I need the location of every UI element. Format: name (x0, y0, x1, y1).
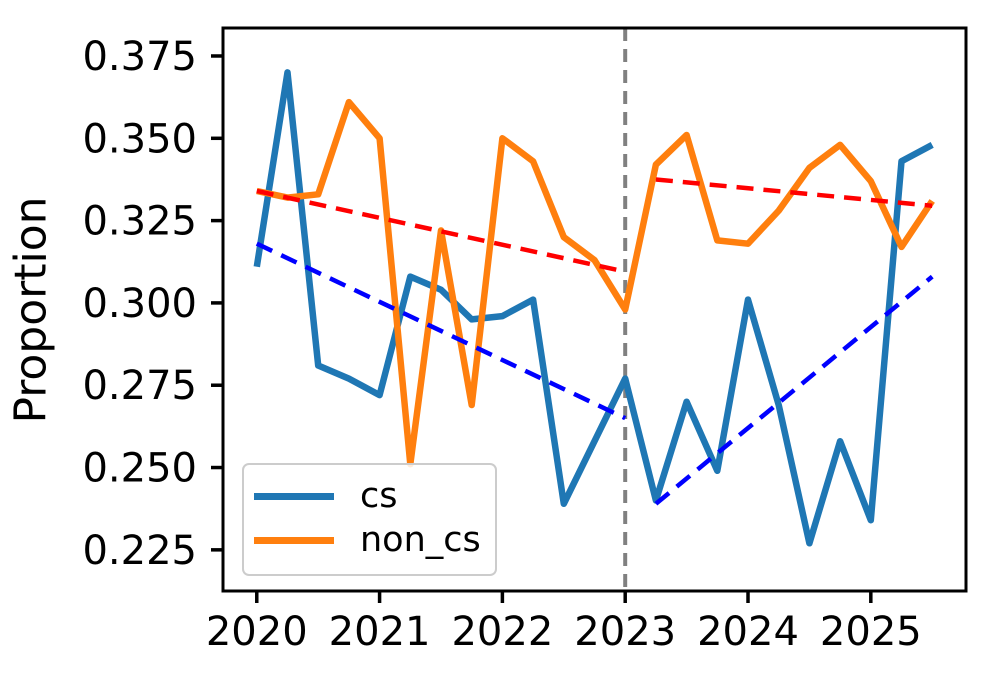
legend-item-cs: cs (254, 474, 495, 518)
x-tick-label: 2023 (574, 609, 676, 655)
y-tick-label: 0.225 (82, 528, 197, 574)
non_cs-trend-pre-2023 (256, 188, 626, 274)
plot-frame (221, 26, 968, 593)
y-tick-label: 0.325 (82, 199, 197, 245)
legend-item-non-cs: non_cs (254, 518, 495, 562)
x-tick-label: 2022 (451, 609, 553, 655)
non_cs-line (256, 98, 935, 468)
non_cs-trend-post-2023 (655, 177, 933, 209)
y-axis-label: Proportion (5, 196, 57, 424)
non-cs-line-swatch (254, 536, 334, 544)
legend: cs non_cs (242, 463, 497, 576)
legend-label-non-cs: non_cs (360, 519, 481, 560)
x-tick-label: 2025 (820, 609, 922, 655)
cs-trend-pre-2023 (255, 241, 627, 421)
y-tick-label: 0.250 (82, 446, 197, 492)
y-tick-label: 0.375 (82, 34, 197, 80)
y-tick-label: 0.275 (82, 363, 197, 409)
cs-line-swatch (254, 492, 334, 500)
x-tick-label: 2024 (697, 609, 799, 655)
cs-line (253, 69, 934, 547)
x-tick-label: 2021 (329, 609, 431, 655)
legend-label-cs: cs (360, 475, 398, 516)
y-tick-label: 0.300 (82, 281, 197, 327)
cs-trend-post-2023 (654, 274, 934, 506)
x-tick-label: 2020 (206, 609, 308, 655)
y-tick-label: 0.350 (82, 116, 197, 162)
